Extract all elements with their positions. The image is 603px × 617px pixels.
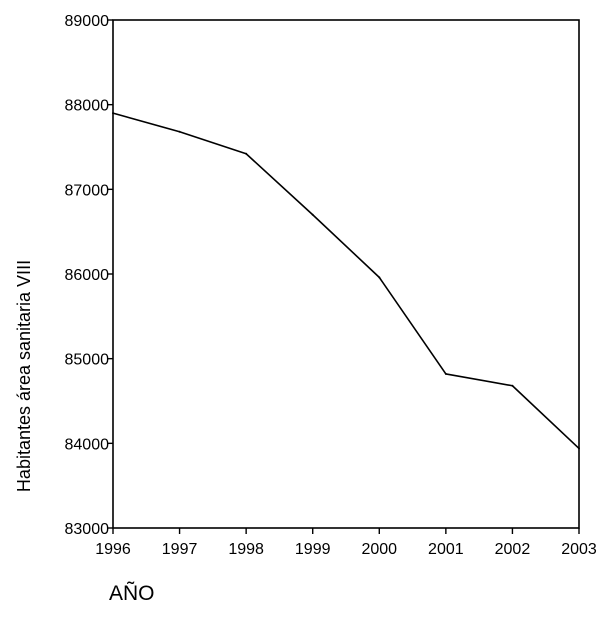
plot-frame	[112, 19, 580, 529]
x-tick-label: 2001	[428, 541, 464, 558]
y-tick-label: 86000	[65, 267, 110, 284]
y-tick-label: 83000	[65, 521, 110, 538]
data-point	[178, 130, 181, 133]
data-point	[511, 384, 514, 387]
x-axis-title: AÑO	[109, 582, 155, 605]
y-tick-label: 89000	[65, 13, 110, 30]
data-point	[378, 276, 381, 279]
data-point	[112, 112, 114, 115]
y-axis-ticks: 83000 84000 85000 86000 87000 88000 89000	[65, 13, 113, 538]
x-tick-label: 2002	[495, 541, 531, 558]
series-layer	[112, 112, 580, 450]
x-tick-label: 1999	[295, 541, 331, 558]
y-tick-label: 84000	[65, 436, 110, 453]
x-tick-label: 1997	[162, 541, 198, 558]
x-axis-ticks: 1996 1997 1998 1999 2000 2001 2002 2003	[95, 528, 597, 558]
x-tick-label: 1998	[228, 541, 264, 558]
x-tick-label: 1996	[95, 541, 131, 558]
y-tick-label: 87000	[65, 182, 110, 199]
x-tick-label: 2000	[361, 541, 397, 558]
y-tick-label: 88000	[65, 98, 110, 115]
data-point	[245, 152, 248, 155]
data-point	[311, 213, 314, 216]
y-axis-title: Habitantes área sanitaria VIII	[14, 260, 34, 492]
y-tick-label: 85000	[65, 352, 110, 369]
data-point	[444, 372, 447, 375]
x-tick-label: 2003	[561, 541, 597, 558]
data-point	[578, 447, 580, 450]
series-line	[112, 112, 580, 449]
